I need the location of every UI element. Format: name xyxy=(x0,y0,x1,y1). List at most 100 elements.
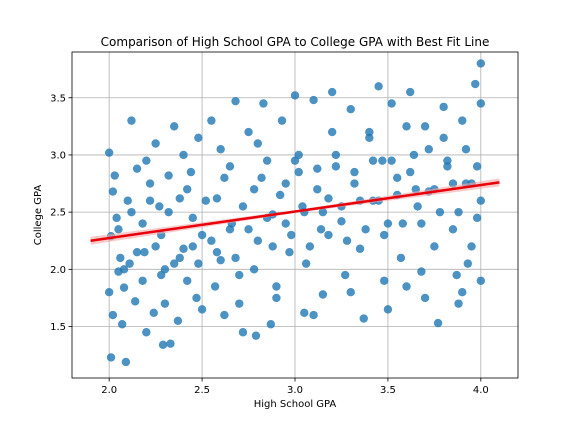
data-point xyxy=(157,270,166,280)
data-point xyxy=(123,196,132,205)
x-tick-label: 2.0 xyxy=(101,385,117,396)
data-point xyxy=(142,156,151,165)
data-point xyxy=(393,173,402,183)
data-point xyxy=(249,265,259,274)
data-point xyxy=(149,308,158,317)
data-point xyxy=(108,310,118,320)
data-point xyxy=(309,95,318,105)
data-point xyxy=(318,207,328,217)
data-point xyxy=(116,253,125,263)
y-tick-label: 3.5 xyxy=(50,93,66,104)
best-fit-line xyxy=(90,181,500,242)
data-point xyxy=(175,194,184,203)
data-point xyxy=(173,316,183,326)
data-point xyxy=(476,196,486,205)
data-point xyxy=(454,207,463,217)
data-point xyxy=(290,156,300,165)
data-point xyxy=(272,293,281,303)
data-point xyxy=(127,116,136,125)
data-point xyxy=(268,242,277,251)
data-point xyxy=(201,196,210,205)
data-point xyxy=(380,276,389,285)
data-point xyxy=(238,328,248,337)
data-point xyxy=(235,299,244,308)
data-point xyxy=(138,219,147,228)
data-point xyxy=(378,156,387,165)
data-point xyxy=(398,219,407,228)
data-point xyxy=(420,122,430,131)
data-point xyxy=(212,247,222,257)
data-point xyxy=(104,288,114,297)
data-point xyxy=(313,164,322,173)
data-point xyxy=(340,270,350,280)
data-point xyxy=(272,282,281,291)
y-tick-label: 1.5 xyxy=(50,322,66,333)
data-point xyxy=(188,242,197,251)
y-tick-label: 2.0 xyxy=(50,265,66,276)
data-point xyxy=(166,339,175,348)
data-point xyxy=(281,179,290,188)
data-point xyxy=(183,185,192,194)
data-point xyxy=(119,283,129,292)
data-point xyxy=(420,293,430,303)
data-point xyxy=(309,310,318,320)
data-point xyxy=(374,82,383,91)
data-point xyxy=(216,145,225,154)
data-point xyxy=(417,219,426,228)
data-point xyxy=(145,179,155,188)
data-point xyxy=(472,213,482,223)
data-point xyxy=(125,259,134,268)
y-tick-label: 2.5 xyxy=(50,208,66,219)
data-point xyxy=(350,167,359,177)
x-tick-label: 4.0 xyxy=(473,385,489,396)
data-point xyxy=(244,225,253,234)
data-point xyxy=(435,207,445,217)
data-point xyxy=(179,244,188,253)
data-point xyxy=(346,288,355,297)
data-point xyxy=(212,194,222,203)
x-tick-label: 3.5 xyxy=(380,385,396,396)
data-point xyxy=(454,299,463,308)
data-point xyxy=(439,102,448,112)
data-point xyxy=(476,99,486,108)
data-point xyxy=(396,253,406,263)
data-point xyxy=(409,150,419,160)
data-point xyxy=(433,318,443,328)
data-point xyxy=(266,320,276,329)
data-point xyxy=(290,91,300,100)
data-point xyxy=(458,116,467,125)
data-point xyxy=(476,59,486,68)
y-axis-label: College GPA xyxy=(33,185,44,246)
data-point xyxy=(361,225,370,234)
data-point xyxy=(439,133,448,142)
data-point xyxy=(471,79,480,89)
data-point xyxy=(318,290,328,299)
data-point xyxy=(461,145,471,154)
data-point xyxy=(402,122,411,131)
data-point xyxy=(365,127,374,137)
data-point xyxy=(114,225,123,234)
data-point xyxy=(142,328,151,337)
data-point xyxy=(225,162,235,171)
data-point xyxy=(238,202,248,211)
data-point xyxy=(324,194,333,203)
data-point xyxy=(262,156,272,165)
data-point xyxy=(170,259,179,268)
data-point xyxy=(207,116,216,125)
y-tick-label: 3.0 xyxy=(50,150,66,161)
data-point xyxy=(430,242,439,251)
data-point xyxy=(417,267,426,276)
data-point xyxy=(287,230,296,240)
data-point xyxy=(121,357,131,367)
data-point xyxy=(387,156,396,165)
data-point xyxy=(448,225,458,234)
data-point xyxy=(327,87,337,97)
data-point xyxy=(231,96,240,106)
data-point xyxy=(383,305,393,314)
data-point xyxy=(472,162,482,171)
data-point xyxy=(355,244,365,253)
data-point xyxy=(300,308,309,317)
data-points xyxy=(104,59,486,367)
data-point xyxy=(251,331,261,340)
